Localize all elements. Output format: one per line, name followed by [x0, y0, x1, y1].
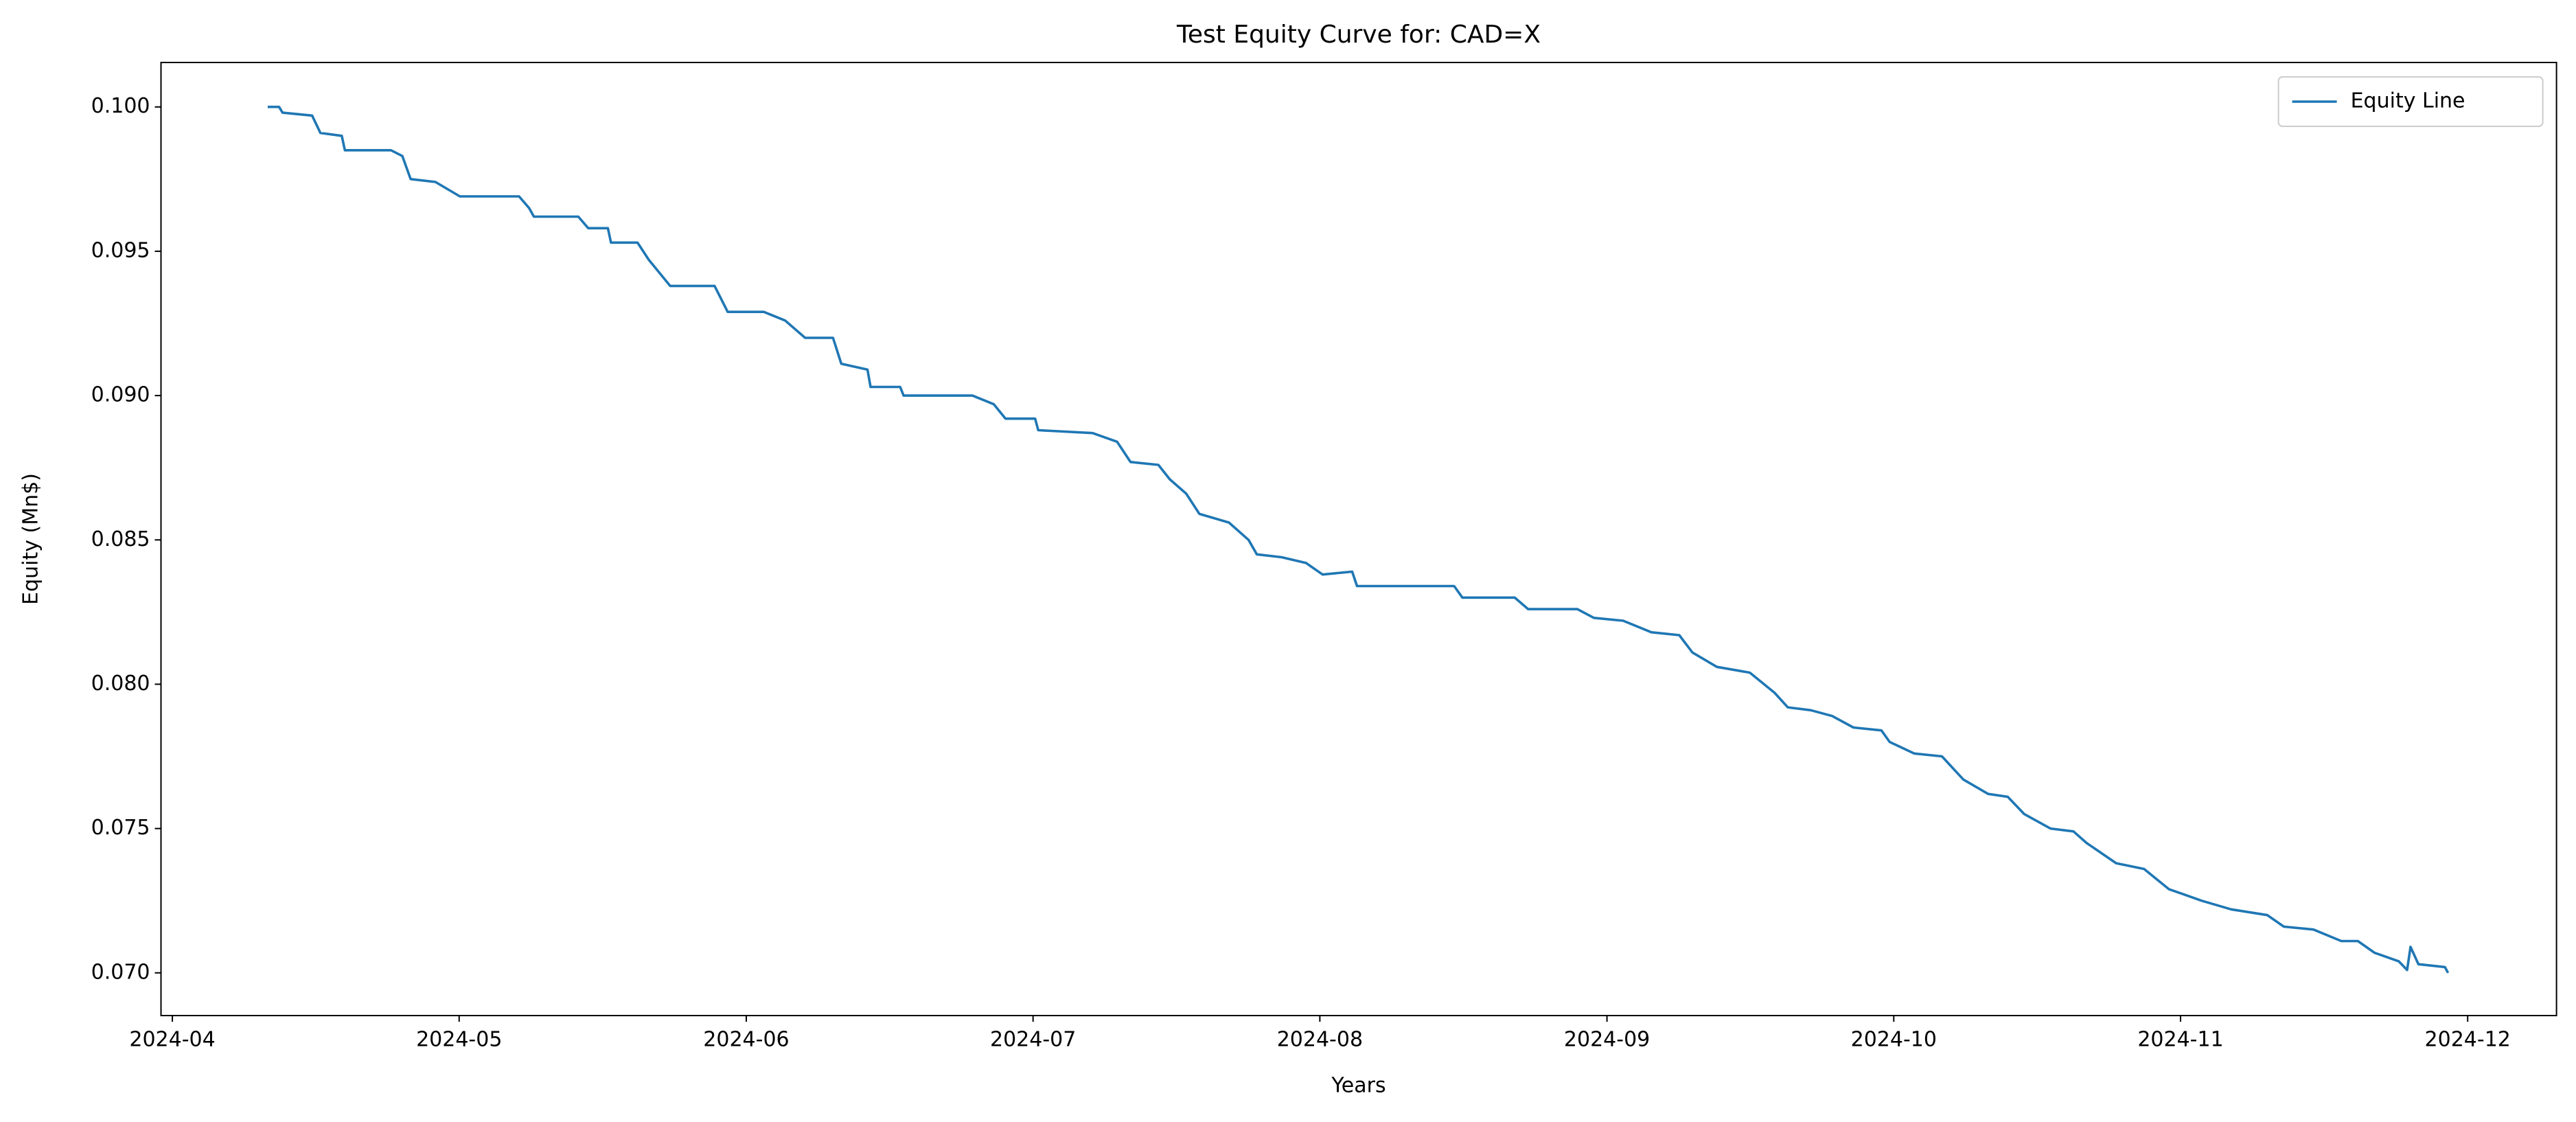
- x-tick-label: 2024-08: [1277, 1028, 1363, 1052]
- y-tick-label: 0.095: [91, 238, 150, 262]
- x-tick-label: 2024-10: [1851, 1028, 1937, 1052]
- chart-title: Test Equity Curve for: CAD=X: [1176, 21, 1541, 49]
- legend-label: Equity Line: [2351, 89, 2465, 113]
- x-axis-label: Years: [1331, 1074, 1385, 1098]
- x-tick-label: 2024-04: [129, 1028, 215, 1052]
- y-tick-label: 0.085: [91, 527, 150, 551]
- y-tick-label: 0.075: [91, 816, 150, 840]
- equity-line: [267, 105, 2450, 974]
- y-tick-label: 0.090: [91, 383, 150, 407]
- y-tick-label: 0.070: [91, 960, 150, 984]
- y-tick-label: 0.080: [91, 672, 150, 696]
- x-tick-label: 2024-12: [2425, 1028, 2511, 1052]
- x-tick-label: 2024-05: [416, 1028, 502, 1052]
- y-tick-label: 0.100: [91, 94, 150, 118]
- x-tick-label: 2024-11: [2137, 1028, 2223, 1052]
- x-tick-label: 2024-06: [703, 1028, 789, 1052]
- x-tick-label: 2024-09: [1564, 1028, 1650, 1052]
- x-tick-label: 2024-07: [990, 1028, 1076, 1052]
- legend-box: [2277, 76, 2544, 127]
- plot-frame: [160, 62, 2557, 1016]
- y-axis-label: Equity (Mn$): [19, 473, 43, 605]
